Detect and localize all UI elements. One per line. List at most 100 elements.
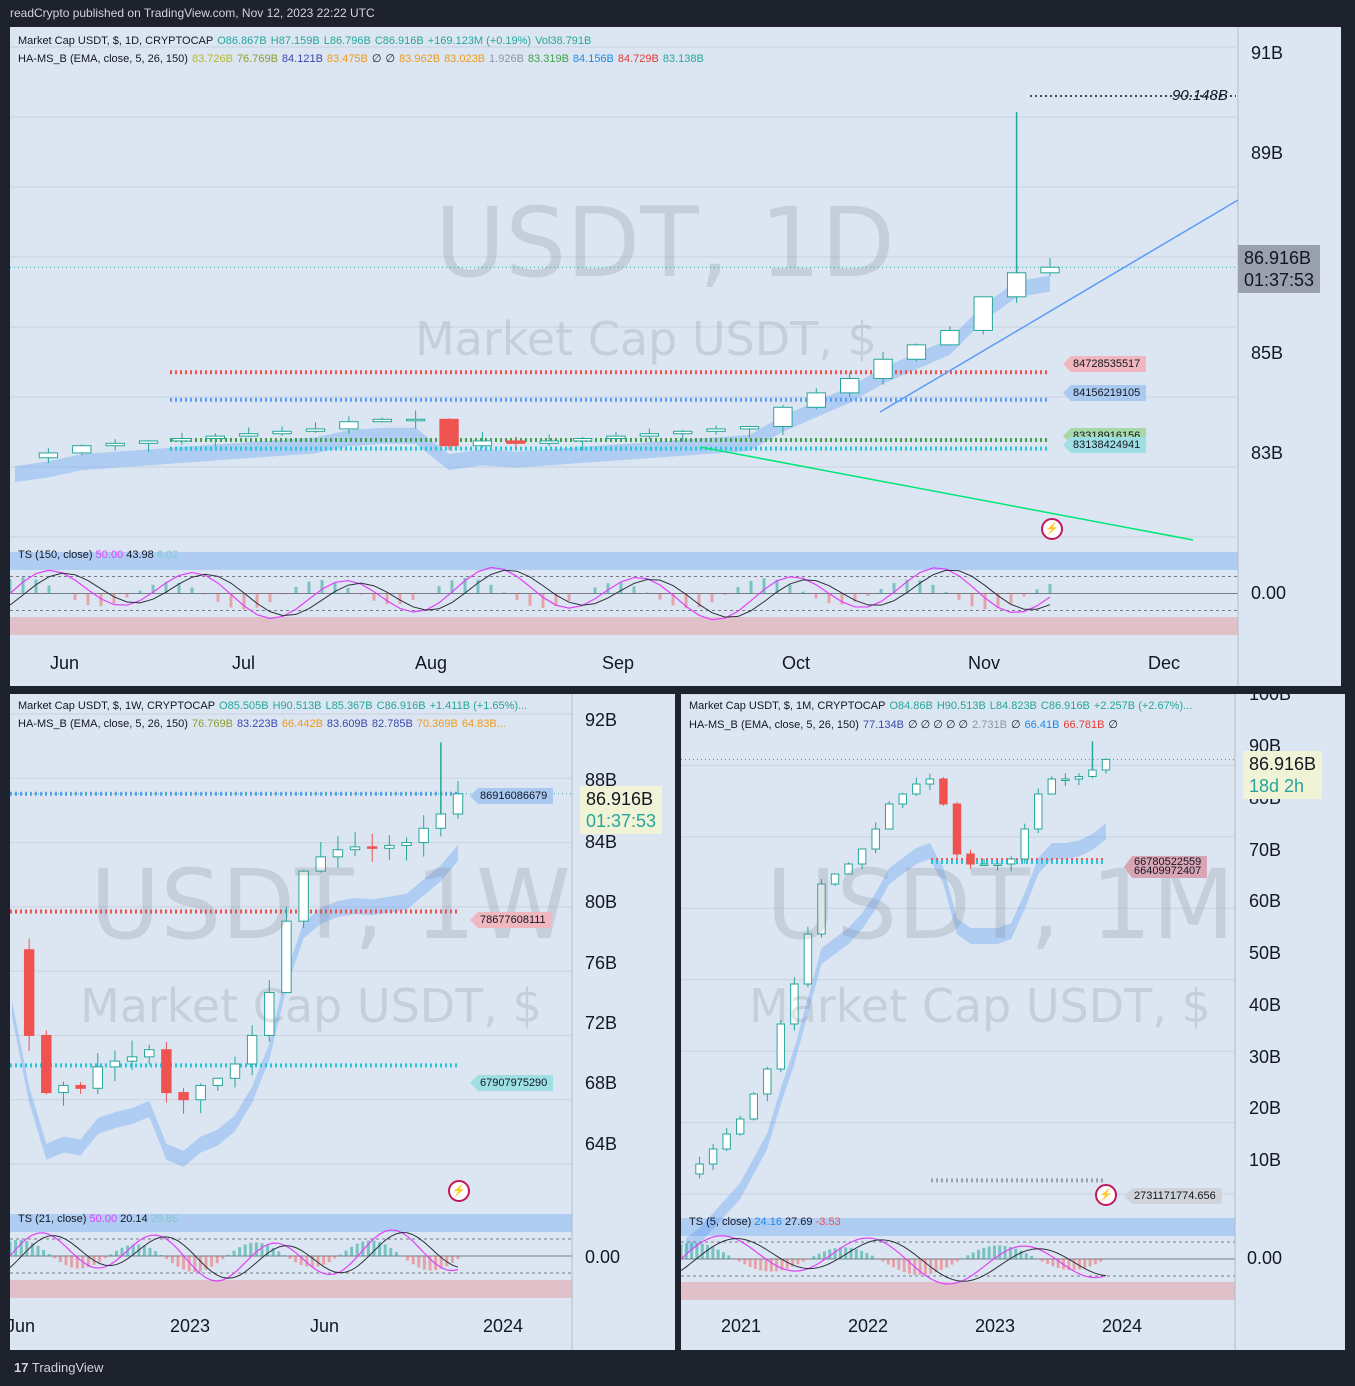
- ts-histogram-bar: [154, 1251, 158, 1256]
- ts-histogram-bar: [316, 1256, 320, 1267]
- candle-body: [349, 846, 361, 851]
- level-tag-gray: 2731171774.656: [1124, 1188, 1222, 1204]
- ts-histogram-bar: [439, 1256, 443, 1269]
- ts-histogram-bar: [737, 1259, 741, 1262]
- ts-histogram-bar: [840, 593, 844, 605]
- bolt-icon[interactable]: ⚡: [1041, 518, 1063, 540]
- ts-histogram-bar: [606, 583, 610, 594]
- tradingview-footer[interactable]: 17 TradingView: [14, 1360, 103, 1375]
- candle-body: [92, 1066, 103, 1089]
- bolt-icon[interactable]: ⚡: [1095, 1184, 1117, 1206]
- ts-histogram-bar: [955, 1259, 959, 1262]
- ts-histogram-bar: [791, 1259, 795, 1267]
- ts-histogram-bar: [378, 1241, 382, 1256]
- ts-zero-label: 0.00: [585, 1247, 621, 1267]
- ts-histogram-bar: [333, 582, 337, 594]
- ts-zero-label: 0.00: [1251, 583, 1287, 603]
- ts-histogram-bar: [732, 1258, 736, 1259]
- ts-histogram-bar: [870, 1255, 874, 1259]
- ts-histogram-bar: [1067, 1259, 1071, 1271]
- ts-histogram-bar: [528, 593, 532, 606]
- ts-histogram-bar: [690, 1242, 694, 1259]
- chart-panel-1d[interactable]: USDT, 1D Market Cap USDT, $ Market Cap U…: [10, 27, 1341, 686]
- ts-histogram-bar: [53, 1256, 57, 1259]
- y-tick-label: 76B: [585, 953, 618, 973]
- ts-histogram-bar: [1009, 593, 1013, 604]
- candle-body: [472, 440, 493, 447]
- legend-symbol-1d: Market Cap USDT, $, 1D, CRYPTOCAP O86.867…: [18, 35, 595, 47]
- ts-histogram-bar: [502, 592, 506, 594]
- ts-histogram-bar: [775, 579, 779, 594]
- ts-histogram-bar: [1099, 1259, 1103, 1262]
- ts-histogram-bar: [849, 1247, 853, 1259]
- y-tick-label: 64B: [585, 1134, 618, 1154]
- ts-histogram-bar: [338, 1254, 342, 1256]
- ts-histogram-bar: [814, 593, 818, 599]
- candle-body: [722, 1133, 731, 1150]
- ts-histogram-bar: [971, 1252, 975, 1259]
- legend-open: O86.867B: [217, 35, 267, 47]
- last-price-box: 86.916B 18d 2h: [1243, 751, 1323, 799]
- ts-histogram-bar: [905, 579, 909, 594]
- ts-histogram-bar: [159, 1254, 163, 1256]
- x-tick-label: Jun: [310, 1316, 340, 1336]
- bolt-icon[interactable]: ⚡: [448, 1180, 470, 1202]
- candle-body: [1088, 769, 1097, 777]
- ts-histogram-bar: [193, 1256, 197, 1273]
- watermark-symbol-1w: USDT, 1W: [90, 849, 571, 961]
- ts-histogram-bar: [996, 593, 1000, 609]
- chart-1d-svg[interactable]: [10, 27, 1341, 686]
- ts-histogram-bar: [406, 1256, 410, 1261]
- candle-body: [239, 433, 259, 437]
- ts-histogram-bar: [268, 593, 272, 603]
- ts-histogram-bar: [138, 590, 142, 594]
- ts-histogram-bar: [411, 1256, 415, 1265]
- candle-body: [673, 430, 693, 435]
- chart-panel-1w[interactable]: USDT, 1W Market Cap USDT, $ Market Cap U…: [10, 694, 675, 1350]
- ts-histogram-bar: [982, 1247, 986, 1259]
- ts-histogram-bar: [918, 580, 922, 594]
- ts-histogram-bar: [897, 1259, 901, 1270]
- candle-body: [75, 1084, 86, 1089]
- ts-signal-line: [10, 566, 1051, 621]
- candle-body: [339, 421, 359, 430]
- candle-body: [925, 778, 935, 785]
- ts-histogram-bar: [190, 587, 194, 594]
- candle-body: [906, 344, 927, 360]
- ts-histogram-bar: [753, 1259, 757, 1269]
- ts-histogram-bar: [187, 1256, 191, 1272]
- candle-body: [735, 1118, 745, 1135]
- ts-histogram-bar: [25, 1240, 29, 1256]
- ts-upper-band: [681, 1218, 1235, 1236]
- candle-body: [506, 440, 526, 444]
- ts-histogram-bar: [632, 586, 636, 594]
- candle-body: [178, 1092, 189, 1101]
- ts-histogram-bar: [14, 1240, 18, 1256]
- ts-lower-band: [10, 617, 1238, 635]
- y-tick-label: 68B: [585, 1073, 618, 1093]
- ts-histogram-bar: [854, 1249, 858, 1259]
- candle-body: [1006, 272, 1027, 298]
- ts-histogram-bar: [281, 593, 285, 595]
- ts-histogram-bar: [1083, 1259, 1087, 1269]
- ts-histogram-bar: [977, 1249, 980, 1259]
- ts-histogram-bar: [385, 593, 389, 605]
- ts-histogram-bar: [294, 586, 298, 594]
- ts-histogram-bar: [30, 1242, 34, 1256]
- legend-change: +169.123M (+0.19%): [427, 35, 532, 47]
- chart-1w-svg[interactable]: [10, 694, 675, 1350]
- ts-histogram-bar: [759, 1259, 763, 1271]
- candle-body: [298, 870, 309, 922]
- ts-histogram-bar: [1093, 1259, 1097, 1265]
- chart-panel-1m[interactable]: USDT, 1M Market Cap USDT, $ Market Cap U…: [681, 694, 1345, 1350]
- ts-main-line: [10, 1232, 459, 1279]
- publisher-header: readCrypto published on TradingView.com,…: [10, 6, 375, 20]
- ts-histogram-bar: [350, 1246, 354, 1256]
- chart-1m-svg[interactable]: [681, 694, 1345, 1350]
- indicator-name: HA-MS_B (EMA, close, 5, 26, 150): [18, 53, 188, 65]
- ts-histogram-bar: [934, 1259, 938, 1273]
- candle-body: [172, 438, 192, 442]
- ts-histogram-bar: [299, 1256, 303, 1265]
- ts-histogram-bar: [255, 593, 259, 608]
- y-tick-label: 85B: [1251, 343, 1284, 363]
